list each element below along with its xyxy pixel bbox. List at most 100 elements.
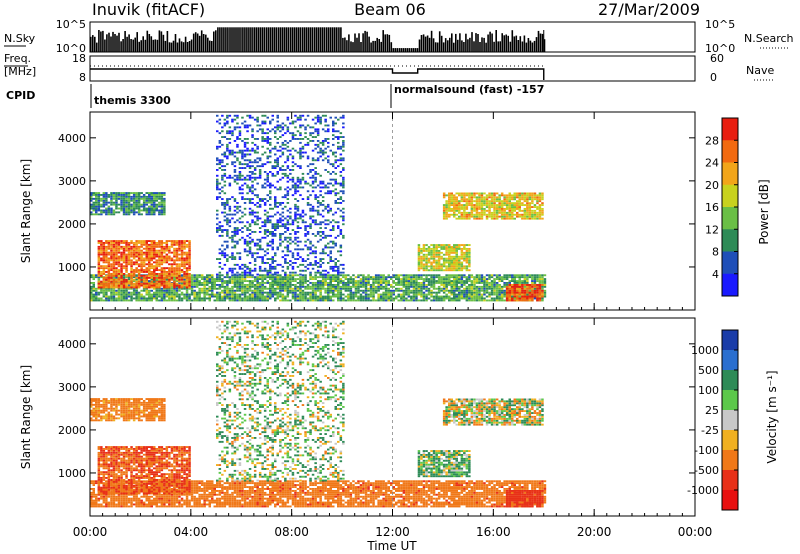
heatmap-cell [392, 299, 395, 302]
heatmap-cell [468, 285, 471, 288]
heatmap-cell [299, 299, 302, 302]
heatmap-cell [337, 299, 340, 302]
heatmap-cell [185, 273, 189, 275]
heatmap-cell [337, 289, 340, 292]
heatmap-cell [493, 284, 496, 286]
heatmap-cell [100, 265, 103, 268]
heatmap-cell [142, 282, 146, 285]
heatmap-cell [311, 140, 315, 142]
heatmap-cell [97, 253, 101, 256]
heatmap-cell [483, 285, 486, 288]
heatmap-cell [216, 276, 219, 279]
heatmap-cell [241, 116, 244, 119]
heatmap-cell [332, 225, 335, 228]
heatmap-cell [115, 297, 118, 300]
heatmap-cell [274, 159, 277, 162]
heatmap-cell [319, 293, 322, 296]
heatmap-cell [142, 274, 146, 277]
heatmap-cell [256, 202, 259, 204]
heatmap-cell [291, 219, 295, 222]
heatmap-cell [185, 251, 189, 254]
heatmap-cell [261, 262, 264, 264]
heatmap-cell [511, 289, 514, 292]
heatmap-cell [314, 246, 317, 249]
heatmap-cell [286, 167, 290, 169]
heatmap-cell [246, 297, 249, 300]
heatmap-cell [347, 293, 350, 296]
heatmap-cell [475, 208, 479, 210]
heatmap-cell [306, 280, 310, 282]
heatmap-cell [319, 149, 322, 152]
heatmap-cell [127, 295, 131, 298]
heatmap-cell [321, 282, 325, 284]
heatmap-cell [221, 136, 224, 138]
heatmap-cell [314, 278, 317, 280]
heatmap-cell [168, 249, 171, 252]
heatmap-cell [299, 132, 302, 135]
heatmap-cell [200, 282, 204, 284]
heatmap-cell [324, 151, 327, 154]
heatmap-cell [216, 174, 219, 177]
heatmap-cell [271, 240, 274, 243]
heatmap-cell [122, 242, 126, 244]
heatmap-cell [478, 198, 481, 201]
heatmap-cell [364, 299, 368, 302]
heatmap-cell [150, 253, 153, 256]
heatmap-cell [198, 284, 201, 286]
heatmap-cell [311, 176, 315, 179]
heatmap-cell [256, 285, 259, 288]
sky-bar [295, 27, 298, 52]
heatmap-cell [105, 287, 108, 290]
heatmap-cell [412, 293, 416, 296]
heatmap-cell [276, 280, 279, 282]
heatmap-cell [155, 274, 158, 277]
heatmap-cell [473, 276, 476, 279]
heatmap-cell [258, 124, 262, 127]
heatmap-cell [445, 217, 448, 220]
heatmap-cell [226, 221, 229, 224]
heatmap-cell [316, 143, 320, 146]
heatmap-cell [117, 287, 121, 290]
heatmap-cell [397, 280, 400, 282]
heatmap-cell [377, 274, 380, 277]
heatmap-cell [299, 153, 302, 156]
heatmap-cell [165, 284, 169, 287]
heatmap-cell [473, 299, 476, 302]
heatmap-cell [526, 287, 529, 290]
heatmap-cell [110, 299, 113, 302]
heatmap-cell [311, 263, 315, 266]
heatmap-cell [155, 287, 158, 290]
heatmap-cell [142, 280, 146, 283]
heatmap-cell [180, 253, 184, 256]
heatmap-cell [475, 295, 479, 298]
heatmap-cell [483, 208, 486, 210]
heatmap-cell [299, 116, 302, 119]
heatmap-cell [243, 167, 247, 169]
heatmap-cell [150, 271, 153, 273]
heatmap-cell [248, 159, 252, 162]
heatmap-cell [442, 291, 446, 294]
heatmap-cell [538, 280, 542, 282]
heatmap-cell [228, 293, 232, 296]
heatmap-cell [130, 265, 133, 268]
sky-bar [483, 37, 485, 52]
heatmap-cell [115, 269, 118, 271]
heatmap-cell [107, 276, 111, 279]
heatmap-cell [329, 182, 332, 185]
heatmap-cell [132, 251, 136, 254]
heatmap-cell [228, 174, 232, 177]
heatmap-cell [357, 274, 360, 277]
heatmap-cell [279, 236, 282, 239]
heatmap-cell [460, 206, 464, 208]
heatmap-cell [324, 120, 327, 123]
heatmap-cell [299, 295, 302, 298]
heatmap-cell [160, 253, 164, 256]
heatmap-cell [445, 209, 448, 212]
heatmap-cell [291, 178, 295, 181]
heatmap-cell [309, 169, 312, 171]
heatmap-cell [362, 297, 365, 300]
heatmap-cell [263, 138, 267, 140]
heatmap-cell [263, 114, 267, 117]
heatmap-cell [332, 124, 335, 127]
heatmap-cell [284, 172, 287, 175]
